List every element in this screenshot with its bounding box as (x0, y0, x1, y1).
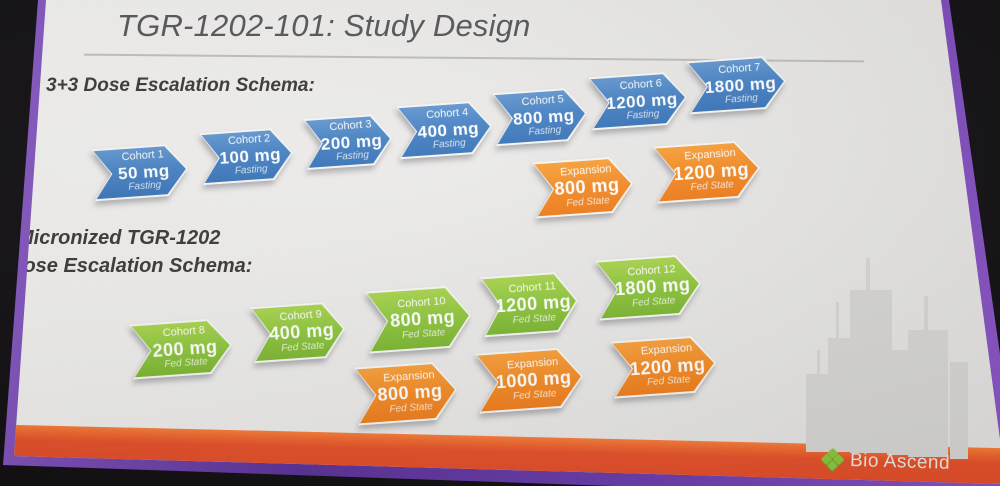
cohort-3-chevron: Cohort 3 200 mg Fasting (303, 113, 393, 170)
cohort-state: Fasting (128, 179, 162, 193)
expansion-800mg-fasted-row-chevron: Expansion 800 mg Fed State (532, 156, 635, 219)
expansion-state: Fed State (512, 387, 557, 402)
expansion-1000mg-micronized-chevron: Expansion 1000 mg Fed State (475, 346, 585, 413)
cohort-11-chevron: Cohort 11 1200 mg Fed State (480, 271, 580, 338)
cohort-state: Fasting (234, 163, 268, 177)
expansion-state: Fed State (646, 374, 691, 389)
expansion-state: Fed State (690, 179, 735, 194)
brand-name: Bio Ascend (849, 449, 951, 474)
cohort-10-chevron: Cohort 10 800 mg Fed State (365, 284, 473, 353)
cohort-12-chevron: Cohort 12 1800 mg Fed State (595, 253, 703, 320)
expansion-1200mg-micronized-chevron: Expansion 1200 mg Fed State (610, 334, 718, 398)
cohort-state: Fed State (512, 311, 557, 326)
slide-title: TGR-1202-101: Study Design (117, 8, 531, 43)
bioascend-brand: Bio Ascend (820, 447, 951, 475)
bioascend-clover-icon (820, 447, 845, 473)
cohort-state: Fed State (280, 339, 325, 354)
cohort-5-chevron: Cohort 5 800 mg Fasting (492, 87, 588, 146)
cohort-state: Fasting (432, 137, 467, 151)
cohort-4-chevron: Cohort 4 400 mg Fasting (396, 100, 493, 159)
expansion-800mg-micronized-chevron: Expansion 800 mg Fed State (354, 361, 459, 426)
cohort-state: Fed State (401, 326, 446, 341)
cohort-9-chevron: Cohort 9 400 mg Fed State (250, 301, 347, 363)
expansion-state: Fed State (389, 400, 434, 415)
escalation-schema-heading: 3+3 Dose Escalation Schema: (46, 75, 315, 96)
micronized-heading-line2: Dose Escalation Schema: (9, 255, 253, 277)
cohort-state: Fasting (528, 124, 562, 138)
cohort-state: Fed State (164, 356, 209, 371)
cohort-state: Fasting (626, 108, 660, 122)
cohort-6-chevron: Cohort 6 1200 mg Fasting (588, 71, 688, 131)
expansion-state: Fed State (565, 194, 611, 209)
cohort-state: Fasting (724, 92, 759, 106)
cohort-7-chevron: Cohort 7 1800 mg Fasting (686, 55, 787, 115)
micronized-heading-line1: Micronized TGR-1202 (17, 227, 221, 249)
cohort-state: Fasting (335, 149, 370, 163)
cohort-1-chevron: Cohort 1 50 mg Fasting (91, 143, 189, 202)
cohort-2-chevron: Cohort 2 100 mg Fasting (199, 127, 294, 185)
cohort-state: Fed State (631, 294, 676, 309)
expansion-1200mg-row1-chevron: Expansion 1200 mg Fed State (653, 139, 762, 203)
cohort-8-chevron: Cohort 8 200 mg Fed State (129, 318, 234, 380)
